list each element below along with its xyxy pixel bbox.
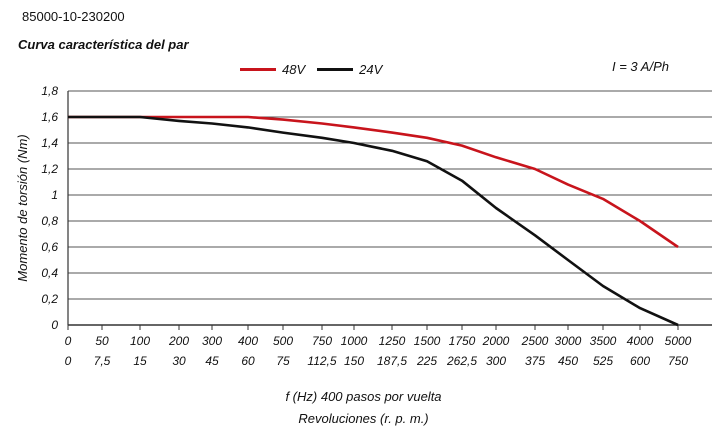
x-tick-label-rpm: 750 — [668, 354, 688, 368]
x-tick-label-rpm: 30 — [172, 354, 186, 368]
x-tick-label-rpm: 15 — [133, 354, 147, 368]
legend: 48V 24V — [240, 60, 394, 78]
x-tick-label-hz: 500 — [273, 334, 293, 348]
legend-item-24v: 24V — [317, 62, 382, 77]
x-tick-label-hz: 750 — [312, 334, 332, 348]
x-tick-label-hz: 1250 — [379, 334, 406, 348]
x-tick-label-hz: 4000 — [627, 334, 654, 348]
x-tick-label-rpm: 262,5 — [446, 354, 477, 368]
legend-swatch-48v — [240, 67, 276, 71]
x-tick-label-rpm: 60 — [241, 354, 255, 368]
x-axis-label-rpm: Revoluciones (r. p. m.) — [298, 411, 429, 426]
part-number: 85000-10-230200 — [22, 9, 125, 24]
x-tick-label-hz: 100 — [130, 334, 150, 348]
x-tick-label-hz: 0 — [65, 334, 72, 348]
y-axis-label: Momento de torsión (Nm) — [15, 134, 30, 281]
x-tick-label-rpm: 525 — [593, 354, 613, 368]
x-tick-label-rpm: 0 — [65, 354, 72, 368]
x-axis-label-frequency: f (Hz) 400 pasos por vuelta — [285, 389, 442, 404]
legend-label-48v: 48V — [282, 61, 306, 77]
x-tick-label-hz: 5000 — [665, 334, 692, 348]
y-tick-label: 0,2 — [41, 292, 58, 306]
x-tick-label-rpm: 187,5 — [377, 354, 407, 368]
y-tick-label: 1,2 — [41, 162, 58, 176]
x-tick-label-hz: 200 — [168, 334, 189, 348]
y-tick-label: 1,8 — [41, 84, 58, 98]
x-tick-label-rpm: 150 — [344, 354, 364, 368]
x-tick-label-hz: 400 — [238, 334, 258, 348]
x-tick-label-rpm: 600 — [630, 354, 650, 368]
current-label: I = 3 A/Ph — [612, 59, 669, 74]
legend-item-48v: 48V — [240, 62, 305, 77]
x-tick-label-rpm: 450 — [558, 354, 578, 368]
chart-title: Curva característica del par — [18, 37, 189, 52]
legend-swatch-24v — [317, 67, 354, 71]
x-tick-label-rpm: 300 — [486, 354, 506, 368]
y-tick-label: 1,6 — [41, 110, 58, 124]
x-tick-label-hz: 2500 — [521, 334, 549, 348]
series-line-24v — [68, 115, 679, 327]
series-line-48v — [68, 115, 679, 249]
y-tick-label: 0,4 — [41, 266, 58, 280]
y-tick-label: 0,8 — [41, 214, 58, 228]
x-tick-label-hz: 1750 — [449, 334, 476, 348]
x-tick-label-rpm: 45 — [205, 354, 219, 368]
y-tick-label: 1,4 — [41, 136, 58, 150]
x-tick-label-hz: 2000 — [482, 334, 510, 348]
y-tick-label: 0 — [51, 318, 58, 332]
x-tick-label-rpm: 375 — [525, 354, 545, 368]
y-tick-label: 1 — [51, 188, 58, 202]
x-tick-label-hz: 300 — [202, 334, 222, 348]
x-tick-label-rpm: 112,5 — [307, 354, 336, 368]
legend-label-24v: 24V — [359, 61, 383, 77]
x-tick-label-rpm: 225 — [416, 354, 437, 368]
x-tick-label-rpm: 75 — [276, 354, 290, 368]
x-tick-label-rpm: 7,5 — [94, 354, 111, 368]
y-tick-label: 0,6 — [41, 240, 58, 254]
x-tick-label-hz: 50 — [95, 334, 109, 348]
x-tick-label-hz: 1000 — [341, 334, 368, 348]
x-tick-label-hz: 1500 — [414, 334, 441, 348]
x-tick-label-hz: 3500 — [590, 334, 617, 348]
x-tick-label-hz: 3000 — [555, 334, 582, 348]
